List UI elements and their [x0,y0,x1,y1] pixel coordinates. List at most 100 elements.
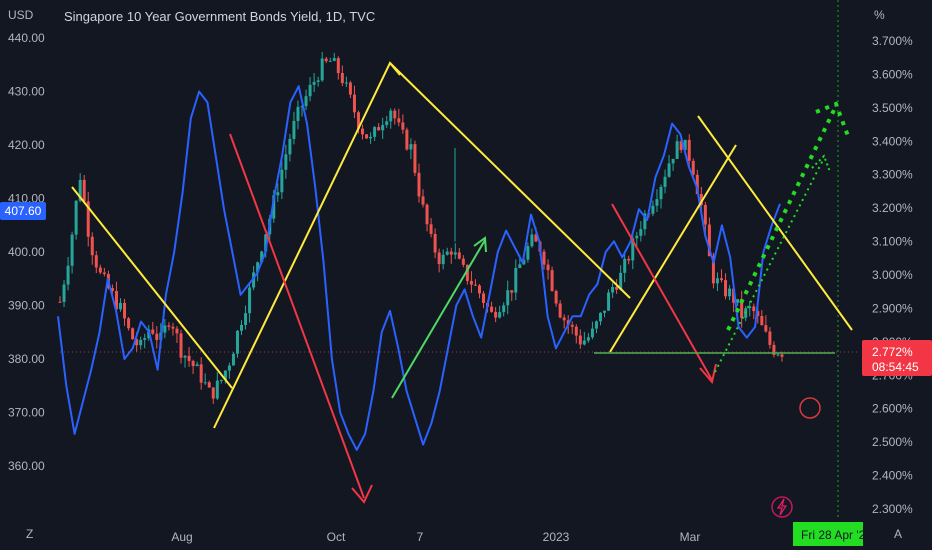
time-axis[interactable]: Aug Oct 7 2023 Mar [171,530,700,544]
candle-body [675,141,679,159]
candle-body [518,264,522,268]
candle-body [623,258,627,273]
right-tick-label: 2.500% [872,435,913,449]
candle-body [768,331,772,345]
candle-body [171,326,175,329]
candle-body [369,136,373,139]
projection-dotted-large[interactable] [726,109,836,331]
candle-body [643,213,647,230]
right-tick-label: 3.100% [872,235,913,249]
candle-body [764,325,768,332]
candle-body [691,160,695,175]
time-label: Aug [171,530,192,544]
candle-body [671,158,675,164]
right-price-axis[interactable]: 3.700% 3.600% 3.500% 3.400% 3.300% 3.200% 3.10… [872,34,913,516]
candle-body [272,195,276,219]
candle-body [167,325,171,327]
candle-body [203,382,207,384]
trend-line-down-3[interactable] [697,115,853,331]
green-arrow[interactable] [391,239,486,399]
candle-body [421,196,425,205]
candle-body [594,321,598,329]
candle-body [377,127,381,131]
right-tick-label: 3.000% [872,268,913,282]
red-arrow-1[interactable] [229,133,365,499]
right-tick-label: 3.200% [872,201,913,215]
trend-line-up-2[interactable] [609,144,737,353]
trend-drawings[interactable] [60,61,860,504]
candle-body [615,287,619,290]
left-tick-label: 380.00 [8,352,45,366]
projection-dotted-small[interactable] [714,157,825,373]
candle-body [131,328,135,340]
flash-icon[interactable] [771,496,793,518]
candle-body [393,110,397,119]
auto-scale-icon[interactable]: A [894,527,902,541]
candle-body [348,82,352,95]
overlay-line-series [57,85,781,451]
candle-body [639,229,643,236]
candle-body [336,58,340,73]
candle-body [667,163,671,177]
candle-body [453,252,457,255]
candle-body [312,81,316,85]
candle-body [659,186,663,200]
left-tick-label: 360.00 [8,459,45,473]
candle-body [276,192,280,196]
candle-body [417,172,421,197]
candle-body [365,134,369,139]
candle-body [663,176,667,187]
candle-body [490,306,494,312]
candle-body [123,302,127,319]
candle-body [70,234,74,266]
target-circle-marker[interactable] [799,397,821,419]
candle-body [772,344,776,355]
trend-line-down-2[interactable] [389,62,631,299]
countdown-timer: 08:54:45 [872,360,919,374]
candle-body [506,290,510,306]
candle-body [119,302,123,310]
left-tick-label: 440.00 [8,31,45,45]
candle-body [252,272,256,288]
candle-body [522,259,526,265]
left-tick-label: 400.00 [8,245,45,259]
candle-body [679,141,683,151]
candle-body [457,252,461,259]
candle-body [550,270,554,291]
candle-body [163,325,167,333]
candle-body [78,179,82,201]
candle-body [461,258,465,265]
candle-body [619,272,623,290]
candle-body [114,290,118,310]
candle-body [627,258,631,261]
chart-title: Singapore 10 Year Government Bonds Yield… [64,9,375,24]
candle-body [405,129,409,150]
candle-body [373,127,377,137]
candle-body [526,246,530,260]
candle-body [332,58,336,61]
candle-body [631,238,635,261]
candle-body [191,360,195,367]
left-price-axis[interactable]: 440.00430.00420.00410.00400.00390.00380.… [8,31,45,473]
candle-body [498,312,502,318]
candle-body [655,199,659,206]
candle-body [219,379,223,381]
right-tick-label: 2.900% [872,301,913,315]
red-arrow-2[interactable] [611,203,713,381]
candle-body [445,251,449,255]
candle-body [437,252,441,265]
candle-body [304,96,308,107]
candle-body [401,122,405,130]
timezone-icon[interactable]: Z [26,527,33,541]
candle-body [356,112,360,129]
candle-body [607,292,611,311]
left-tick-label: 390.00 [8,299,45,313]
candle-body [651,205,655,214]
candle-body [90,236,94,256]
candle-body [687,139,691,161]
trend-line-down-1[interactable] [71,186,233,389]
candle-body [465,264,469,281]
candle-body [211,387,215,399]
candle-body [562,317,566,321]
